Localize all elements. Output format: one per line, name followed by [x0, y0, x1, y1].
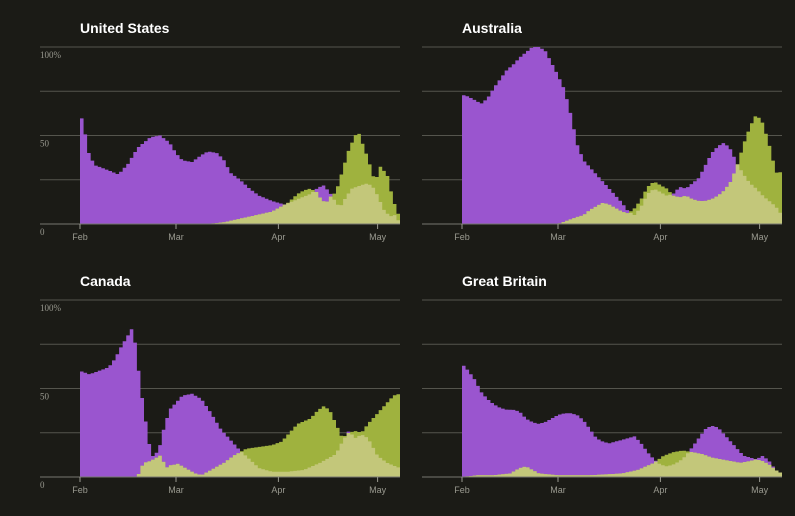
panel-title: Great Britain — [462, 273, 547, 289]
y-tick-label: 50 — [40, 392, 50, 402]
x-tick-label: Feb — [454, 485, 470, 495]
x-tick-label: Feb — [72, 232, 88, 242]
x-tick-label: Apr — [653, 485, 667, 495]
x-tick-label: Apr — [271, 232, 285, 242]
panel-title: Australia — [462, 20, 522, 36]
x-tick-label: Apr — [653, 232, 667, 242]
x-tick-label: May — [369, 485, 387, 495]
series-area-purple — [462, 47, 782, 224]
x-tick-label: Mar — [168, 232, 184, 242]
panel-title: United States — [80, 20, 170, 36]
series-area-overlap — [80, 433, 400, 477]
y-tick-label: 50 — [40, 139, 50, 149]
x-tick-label: May — [751, 232, 769, 242]
x-tick-label: Feb — [454, 232, 470, 242]
y-tick-label: 0 — [40, 480, 45, 490]
y-tick-label: 0 — [40, 227, 45, 237]
x-tick-label: May — [369, 232, 387, 242]
x-tick-label: Feb — [72, 485, 88, 495]
panel-great-britain: Feb Mar Apr May Great Britain — [422, 273, 782, 495]
y-tick-label: 100% — [40, 50, 62, 60]
x-tick-label: Mar — [550, 485, 566, 495]
series-area-purple — [462, 365, 782, 477]
panel-australia: Feb Mar Apr May Australia — [422, 20, 782, 242]
x-tick-label: May — [751, 485, 769, 495]
panel-title: Canada — [80, 273, 131, 289]
x-tick-label: Mar — [550, 232, 566, 242]
x-tick-label: Apr — [271, 485, 285, 495]
x-tick-label: Mar — [168, 485, 184, 495]
panel-canada: 0 50 100% Feb Mar Apr May Canada — [40, 273, 400, 495]
series-area-overlap — [462, 452, 782, 477]
panel-united-states: 0 50 100% Feb Mar Apr May United States — [40, 20, 400, 242]
series-area-overlap — [80, 183, 400, 224]
y-tick-label: 100% — [40, 303, 62, 313]
series-area-overlap — [462, 164, 782, 224]
